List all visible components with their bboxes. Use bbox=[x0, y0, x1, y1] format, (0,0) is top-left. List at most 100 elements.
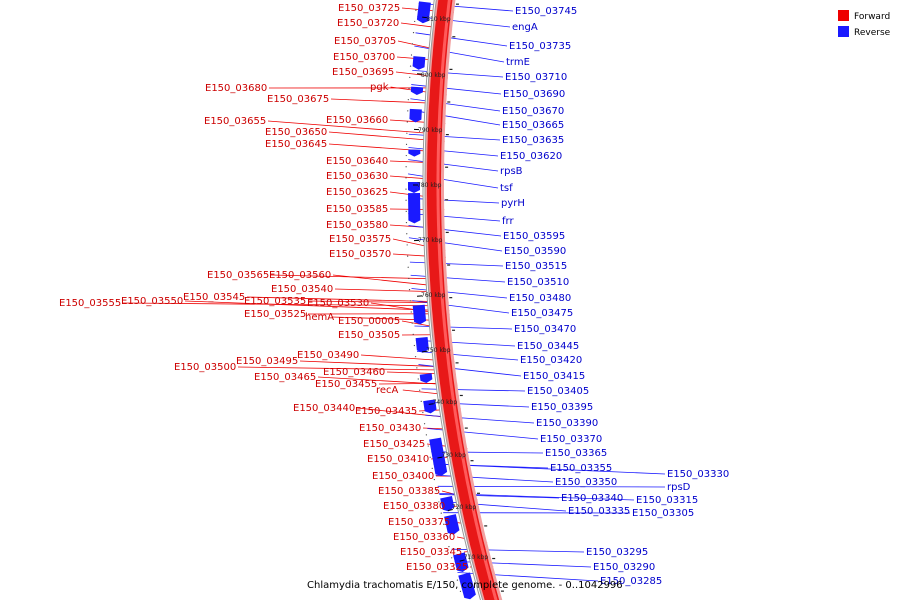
minor-tick-dot bbox=[427, 445, 429, 447]
forward-gene-label: E150_03565 bbox=[207, 270, 269, 281]
minor-tick-dot bbox=[406, 233, 408, 235]
forward-label-connector bbox=[270, 274, 447, 280]
forward-label-connector bbox=[237, 366, 456, 371]
forward-gene-label: E150_03460 bbox=[323, 367, 385, 378]
minor-tick-dot bbox=[406, 132, 408, 134]
position-tick-label: 730 kbp bbox=[441, 452, 466, 459]
reverse-gene-label: E150_03480 bbox=[509, 293, 571, 304]
reverse-gene-label: E150_03315 bbox=[636, 495, 698, 506]
reverse-gene-label: E150_03405 bbox=[527, 386, 589, 397]
forward-gene-label: E150_03645 bbox=[265, 139, 327, 150]
forward-gene-label: E150_03490 bbox=[297, 350, 359, 361]
genome-caption: Chlamydia trachomatis E/150, complete ge… bbox=[307, 580, 623, 591]
forward-label-connector bbox=[184, 300, 450, 312]
minor-tick-dot bbox=[405, 199, 407, 201]
minor-tick-dot bbox=[405, 154, 407, 157]
reverse-gene-label: E150_03445 bbox=[517, 341, 579, 352]
reverse-gene-label: E150_03295 bbox=[586, 547, 648, 558]
forward-gene-label: E150_03695 bbox=[332, 67, 394, 78]
forward-gene-label: E150_03465 bbox=[254, 372, 316, 383]
reverse-gene-label: E150_03635 bbox=[502, 135, 564, 146]
forward-gene-label: E150_03535 bbox=[244, 296, 306, 307]
forward-gene-label: E150_03375 bbox=[388, 517, 450, 528]
forward-gene-label: E150_03440 bbox=[293, 403, 355, 414]
reverse-feature-arrow bbox=[415, 336, 429, 353]
forward-gene-label: E150_03725 bbox=[338, 3, 400, 14]
forward-gene-label: E150_03400 bbox=[372, 471, 434, 482]
forward-gene-label: E150_03455 bbox=[315, 379, 377, 390]
reverse-label-connector bbox=[408, 213, 501, 222]
position-tick bbox=[459, 559, 465, 562]
minor-tick-dot bbox=[456, 579, 459, 581]
legend-forward-label: Forward bbox=[854, 12, 890, 22]
reverse-gene-label: E150_03415 bbox=[523, 371, 585, 382]
forward-gene-label: E150_03425 bbox=[363, 439, 425, 450]
reverse-gene-label: E150_03370 bbox=[540, 434, 602, 445]
reverse-gene-label: E150_03735 bbox=[509, 41, 571, 52]
minor-tick-dot bbox=[433, 478, 435, 481]
reverse-feature-arrow bbox=[444, 514, 460, 535]
forward-label-connector bbox=[267, 120, 445, 135]
minor-tick-dot bbox=[405, 177, 407, 179]
forward-gene-label: E150_03625 bbox=[326, 187, 388, 198]
reverse-gene-label: E150_03595 bbox=[503, 231, 565, 242]
reverse-gene-label: E150_03305 bbox=[632, 508, 694, 519]
reverse-label-connector bbox=[409, 261, 504, 267]
forward-gene-label: E150_03675 bbox=[267, 94, 329, 105]
minor-tick-dot bbox=[406, 121, 408, 123]
reverse-gene-label: E150_03285 bbox=[600, 576, 662, 587]
forward-gene-label: recA bbox=[376, 385, 399, 396]
minor-tick-dot bbox=[422, 411, 424, 414]
forward-gene-label: E150_03560 bbox=[269, 270, 331, 281]
gene-labels: E150_03725 E150_03720 E150_03705 E150_03700… bbox=[59, 3, 729, 587]
reverse-label-connector bbox=[408, 197, 500, 204]
minor-tick-dot bbox=[451, 557, 453, 559]
minor-tick-dot bbox=[409, 65, 412, 67]
reverse-feature-arrow bbox=[429, 437, 448, 476]
minor-tick-dot bbox=[443, 523, 445, 525]
reverse-gene-label: E150_03420 bbox=[520, 355, 582, 366]
position-tick bbox=[437, 456, 443, 459]
minor-tick-dot bbox=[438, 501, 440, 503]
reverse-feature-arrow bbox=[408, 149, 421, 157]
forward-gene-label: E150_03545 bbox=[183, 292, 245, 303]
reverse-gene-label: E150_03355 bbox=[550, 463, 612, 474]
minor-tick-dot bbox=[420, 400, 422, 402]
reverse-feature-arrow bbox=[453, 552, 469, 572]
reverse-feature-arrow bbox=[409, 108, 422, 123]
forward-gene-label: E150_03640 bbox=[326, 156, 388, 167]
minor-tick-dot bbox=[409, 300, 411, 302]
minor-tick-dot bbox=[407, 110, 409, 112]
reverse-gene-label: E150_03690 bbox=[503, 89, 565, 100]
minor-tick-dot bbox=[410, 54, 413, 56]
reverse-gene-label: E150_03665 bbox=[502, 120, 564, 131]
forward-gene-label: E150_03705 bbox=[334, 36, 396, 47]
minor-tick-dot bbox=[408, 289, 411, 291]
position-tick-label: 790 kbp bbox=[418, 127, 443, 134]
reverse-gene-label: E150_03515 bbox=[505, 261, 567, 272]
forward-gene-label: E150_03720 bbox=[337, 18, 399, 29]
forward-gene-label: E150_03435 bbox=[355, 406, 417, 417]
forward-gene-label: E150_03655 bbox=[204, 116, 266, 127]
minor-tick-dot bbox=[423, 423, 426, 425]
reverse-label-connector bbox=[410, 98, 501, 112]
forward-gene-label: E150_03540 bbox=[271, 284, 333, 295]
minor-tick-dot bbox=[435, 490, 438, 492]
legend-reverse-label: Reverse bbox=[854, 28, 891, 38]
reverse-feature-arrow bbox=[416, 1, 431, 24]
reverse-gene-label: E150_03745 bbox=[515, 6, 577, 17]
position-tick-label: 720 kbp bbox=[452, 504, 477, 511]
reverse-gene-label: E150_03620 bbox=[500, 151, 562, 162]
position-tick bbox=[447, 509, 453, 512]
forward-gene-label: E150_03325 bbox=[406, 562, 468, 573]
forward-gene-label: E150_03385 bbox=[378, 486, 440, 497]
minor-tick-dot bbox=[408, 277, 410, 280]
position-tick-label: 770 kbp bbox=[418, 237, 443, 244]
legend-reverse-swatch bbox=[838, 26, 849, 37]
reverse-label-connector bbox=[408, 225, 502, 237]
reverse-feature-arrow bbox=[458, 572, 476, 600]
minor-tick-dot bbox=[453, 568, 456, 570]
genome-ring bbox=[422, 0, 503, 600]
ring-backbone-core bbox=[423, 0, 483, 600]
